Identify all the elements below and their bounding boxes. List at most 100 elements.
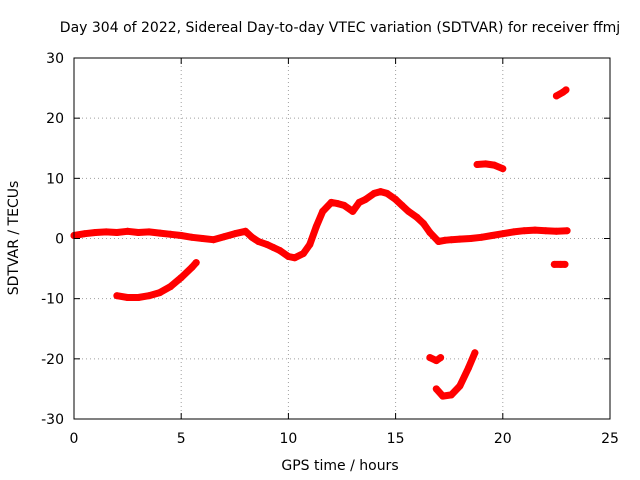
data-point <box>561 260 569 268</box>
data-point <box>156 229 164 237</box>
data-point <box>177 232 185 239</box>
data-point <box>199 235 207 242</box>
data-point <box>156 289 164 297</box>
data-point <box>113 292 121 300</box>
data-point <box>467 235 475 242</box>
data-point <box>102 228 110 236</box>
data-series <box>70 86 571 400</box>
data-point <box>542 227 550 235</box>
y-tick-label: 10 <box>46 171 64 187</box>
y-tick-label: -20 <box>41 352 64 368</box>
data-point <box>145 292 153 300</box>
data-point <box>299 250 307 257</box>
data-point <box>441 236 449 244</box>
data-point <box>499 165 507 173</box>
data-point <box>437 354 445 362</box>
data-point <box>306 241 314 248</box>
data-point <box>269 244 277 251</box>
data-point <box>124 227 132 235</box>
data-point <box>113 229 121 236</box>
grid-lines <box>74 58 610 419</box>
data-point <box>263 241 271 248</box>
data-point <box>319 207 327 215</box>
y-tick-label: -30 <box>41 412 64 428</box>
data-point <box>552 227 560 235</box>
data-point <box>531 226 539 234</box>
data-point <box>392 195 400 203</box>
y-tick-label: 0 <box>55 232 64 248</box>
data-point <box>167 230 174 238</box>
data-point <box>413 213 421 221</box>
data-point <box>276 247 284 254</box>
data-point <box>456 235 464 243</box>
x-tick-label: 25 <box>601 431 619 447</box>
data-point <box>81 230 89 238</box>
y-tick-label: -10 <box>41 292 64 308</box>
data-point <box>490 161 498 169</box>
data-point <box>349 207 357 215</box>
x-tick-label: 0 <box>70 431 79 447</box>
data-point <box>327 198 335 206</box>
data-point <box>231 230 239 238</box>
data-point <box>145 228 153 236</box>
data-point <box>355 198 363 206</box>
data-point <box>456 382 464 390</box>
x-tick-label: 10 <box>279 431 297 447</box>
data-point <box>426 229 434 236</box>
data-point <box>447 391 455 399</box>
data-point <box>334 200 342 208</box>
data-point <box>134 229 142 236</box>
series-arc-12 <box>473 160 507 173</box>
data-point <box>499 230 507 238</box>
data-point <box>188 263 196 271</box>
data-point <box>370 189 378 197</box>
data-point <box>284 253 292 260</box>
data-point <box>405 207 412 215</box>
y-tick-label: 30 <box>46 51 64 67</box>
data-point <box>124 294 132 301</box>
data-point <box>432 385 440 393</box>
data-point <box>91 229 99 236</box>
data-point <box>477 233 485 241</box>
x-tick-label: 20 <box>494 431 512 447</box>
data-point <box>254 238 262 245</box>
data-point <box>473 161 481 168</box>
data-point <box>465 364 472 372</box>
data-point <box>439 392 447 400</box>
data-point <box>398 201 406 209</box>
x-tick-label: 5 <box>177 431 186 447</box>
data-point <box>471 349 479 357</box>
data-point <box>562 86 570 94</box>
data-point <box>167 283 174 291</box>
data-point <box>248 233 256 241</box>
x-tick-label: 15 <box>387 431 405 447</box>
data-point <box>488 232 496 239</box>
data-point <box>177 274 185 282</box>
data-point <box>420 220 427 227</box>
data-point <box>220 233 228 241</box>
chart-title: Day 304 of 2022, Sidereal Day-to-day VTE… <box>60 20 620 36</box>
data-point <box>447 236 455 244</box>
data-point <box>291 254 299 262</box>
data-point <box>520 227 528 235</box>
x-axis-label: GPS time / hours <box>281 458 398 474</box>
y-tick-label: 20 <box>46 111 64 127</box>
data-point <box>435 238 442 245</box>
data-point <box>426 354 434 362</box>
data-point <box>340 201 348 209</box>
data-point <box>510 228 517 236</box>
data-point <box>563 227 571 235</box>
data-point <box>552 92 560 100</box>
data-point <box>209 236 217 244</box>
data-point <box>377 188 385 196</box>
axis-ticks: 0 5 10 15 20 25 -30 -20 -10 0 10 20 30 <box>41 51 619 447</box>
data-point <box>383 189 391 197</box>
data-point <box>550 260 558 268</box>
data-point <box>192 259 200 267</box>
data-point <box>188 233 196 241</box>
data-point <box>482 160 490 168</box>
y-axis-label: SDTVAR / TECUs <box>6 181 22 296</box>
data-point <box>134 294 142 301</box>
